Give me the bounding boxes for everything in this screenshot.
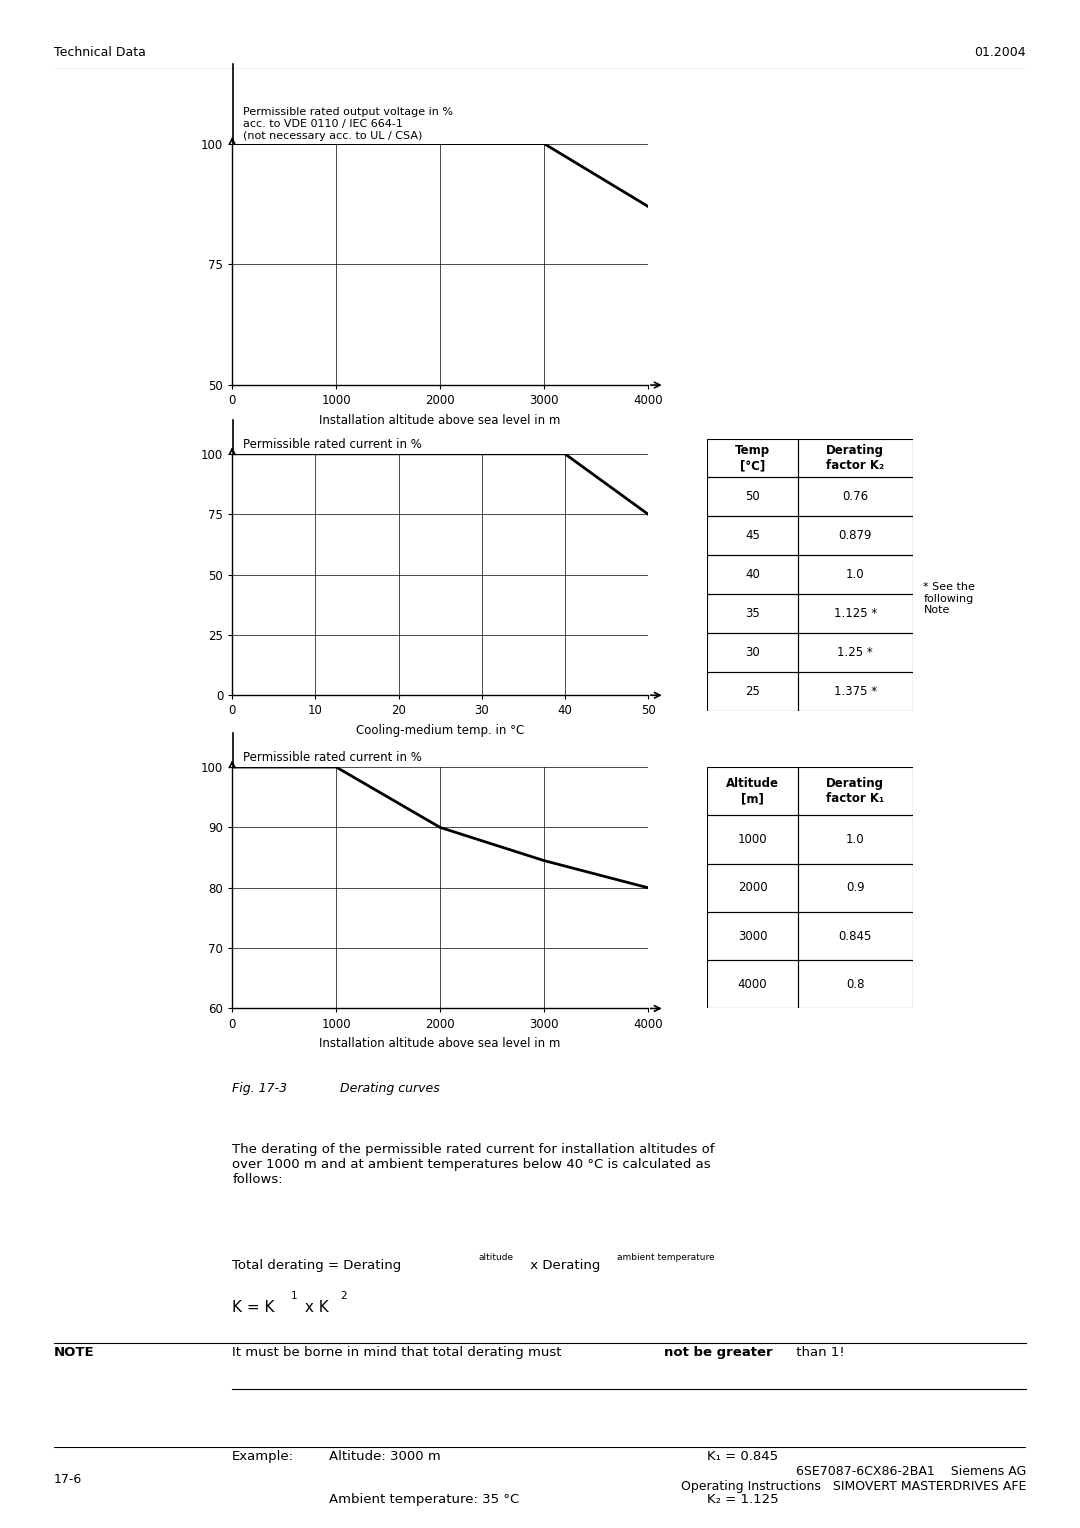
Text: Permissible rated output voltage in %
acc. to VDE 0110 / IEC 664-1
(not necessar: Permissible rated output voltage in % ac… [243,107,453,141]
Text: 40: 40 [745,568,760,581]
Text: The derating of the permissible rated current for installation altitudes of
over: The derating of the permissible rated cu… [232,1143,715,1186]
Bar [798,633,913,672]
Bar [707,516,798,555]
Text: 50: 50 [745,490,760,503]
Bar [707,960,798,1008]
Bar [707,863,798,912]
Text: 0.76: 0.76 [842,490,868,503]
Text: Temp
[°C]: Temp [°C] [735,445,770,472]
Text: It must be borne in mind that total derating must: It must be borne in mind that total dera… [232,1346,566,1360]
X-axis label: Cooling-medium temp. in °C: Cooling-medium temp. in °C [356,724,524,736]
Bar [798,594,913,633]
Text: 1000: 1000 [738,833,768,847]
Text: 1.0: 1.0 [846,833,864,847]
Text: * See the
following
Note: * See the following Note [923,582,975,616]
Text: Altitude: 3000 m: Altitude: 3000 m [329,1450,441,1464]
Text: 30: 30 [745,646,760,659]
Bar [707,594,798,633]
Bar [707,672,798,711]
Bar [707,816,798,863]
Text: 01.2004: 01.2004 [974,46,1026,60]
Text: Altitude
[m]: Altitude [m] [726,778,779,805]
X-axis label: Installation altitude above sea level in m: Installation altitude above sea level in… [320,414,561,426]
Text: 1.375 *: 1.375 * [834,685,877,698]
Text: 0.9: 0.9 [846,882,864,894]
Text: Permissible rated current in %: Permissible rated current in % [243,750,422,764]
Text: 45: 45 [745,529,760,542]
Bar [798,816,913,863]
Text: 2000: 2000 [738,882,768,894]
Text: NOTE: NOTE [54,1346,95,1360]
Text: Derating
factor K₂: Derating factor K₂ [826,445,885,472]
Text: 1.0: 1.0 [846,568,864,581]
Text: altitude: altitude [478,1253,514,1262]
Text: 6SE7087-6CX86-2BA1    Siemens AG
Operating Instructions   SIMOVERT MASTERDRIVES : 6SE7087-6CX86-2BA1 Siemens AG Operating … [680,1465,1026,1493]
Text: x Derating: x Derating [526,1259,600,1273]
Bar [707,633,798,672]
Bar [798,863,913,912]
Text: K₁ = 0.845: K₁ = 0.845 [707,1450,779,1464]
Text: not be greater: not be greater [664,1346,773,1360]
Text: Derating curves: Derating curves [308,1082,440,1096]
Text: ambient temperature: ambient temperature [617,1253,714,1262]
Text: 17-6: 17-6 [54,1473,82,1485]
Bar [798,555,913,594]
Bar [798,477,913,516]
Text: Derating
factor K₁: Derating factor K₁ [826,778,885,805]
Text: 3000: 3000 [738,929,767,943]
Bar [707,477,798,516]
Text: 0.8: 0.8 [846,978,864,990]
Text: K = K: K = K [232,1300,274,1316]
Bar [707,767,798,816]
Text: Total derating = Derating: Total derating = Derating [232,1259,402,1273]
Text: than 1!: than 1! [792,1346,845,1360]
Text: Example:: Example: [232,1450,294,1464]
Text: K₂ = 1.125: K₂ = 1.125 [707,1493,779,1507]
Text: 25: 25 [745,685,760,698]
Text: Fig. 17-3: Fig. 17-3 [232,1082,287,1096]
Text: 0.879: 0.879 [838,529,872,542]
Bar [707,555,798,594]
Text: 1.25 *: 1.25 * [837,646,873,659]
Text: 2: 2 [340,1291,347,1302]
Text: 35: 35 [745,607,760,620]
Bar [798,960,913,1008]
X-axis label: Installation altitude above sea level in m: Installation altitude above sea level in… [320,1038,561,1050]
Bar [798,912,913,960]
Text: 1: 1 [291,1291,297,1302]
Bar [798,439,913,477]
Text: 4000: 4000 [738,978,768,990]
Text: Technical Data: Technical Data [54,46,146,60]
Bar [798,672,913,711]
Text: Ambient temperature: 35 °C: Ambient temperature: 35 °C [329,1493,519,1507]
Bar [798,767,913,816]
Bar [707,912,798,960]
Bar [798,516,913,555]
Text: x K: x K [300,1300,329,1316]
Text: Permissible rated current in %: Permissible rated current in % [243,437,422,451]
Bar [707,439,798,477]
Text: 0.845: 0.845 [838,929,872,943]
Text: 1.125 *: 1.125 * [834,607,877,620]
